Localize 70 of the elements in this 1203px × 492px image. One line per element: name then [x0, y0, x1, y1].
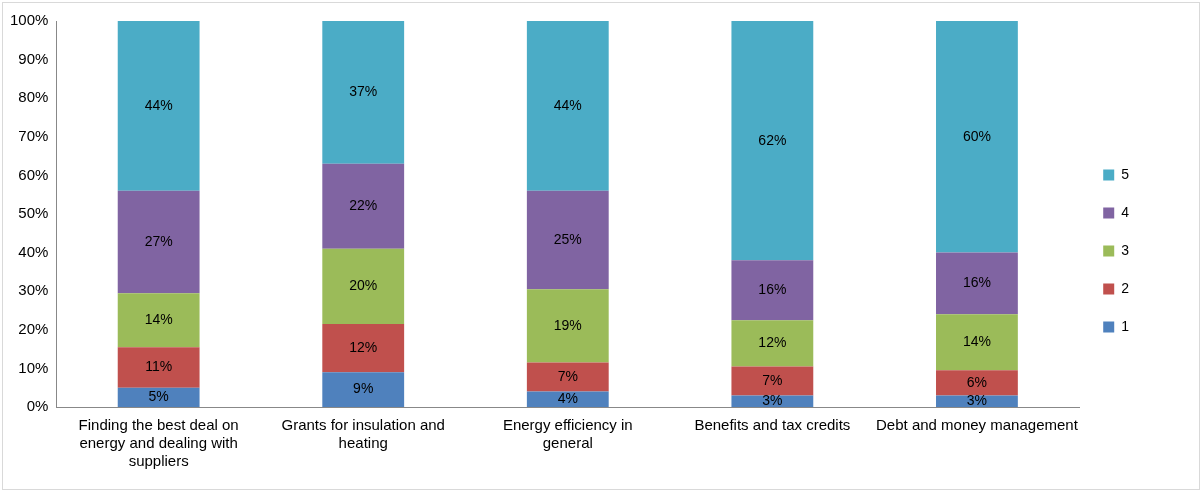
data-label: 12%: [349, 338, 378, 355]
data-label: 16%: [962, 274, 991, 291]
y-tick-label: 60%: [18, 165, 49, 183]
y-tick-label: 30%: [18, 281, 49, 299]
data-label: 14%: [144, 311, 173, 328]
legend-label: 2: [1121, 279, 1130, 296]
bar: [322, 163, 405, 249]
data-label: 14%: [962, 333, 991, 350]
bar: [731, 21, 814, 261]
x-tick-label: Finding the best deal on energy and dealing with suppliers: [78, 416, 239, 470]
bar: [322, 372, 405, 407]
y-tick-label: 50%: [18, 204, 49, 222]
x-tick-label: Debt and money management: [876, 416, 1079, 434]
bar: [117, 387, 200, 407]
bar: [731, 260, 814, 321]
bar: [731, 395, 814, 407]
bar: [526, 289, 609, 363]
bar: [526, 362, 609, 392]
y-tick-label: 0%: [26, 397, 49, 415]
data-label: 3%: [966, 392, 988, 409]
bar: [117, 293, 200, 348]
bar: [526, 21, 609, 191]
bar: [322, 324, 405, 373]
legend-label: 1: [1121, 317, 1130, 334]
data-label: 37%: [349, 83, 378, 100]
data-label: 19%: [553, 316, 582, 333]
bar: [936, 370, 1018, 396]
data-label: 7%: [762, 371, 783, 388]
bar: [322, 248, 405, 325]
bar: [936, 395, 1018, 407]
y-tick-label: 20%: [18, 319, 49, 337]
legend-label: 3: [1121, 241, 1130, 258]
x-tick-label: Benefits and tax credits: [694, 416, 851, 434]
data-label: 16%: [758, 281, 787, 298]
legend-label: 4: [1121, 203, 1130, 220]
bar: [936, 314, 1018, 371]
y-tick-label: 70%: [18, 126, 49, 144]
bar: [731, 320, 814, 367]
y-tick-label: 10%: [18, 358, 49, 376]
bar: [117, 190, 200, 294]
data-label: 11%: [145, 358, 173, 375]
data-label: 7%: [557, 367, 578, 384]
data-label: 44%: [144, 96, 173, 113]
bar: [322, 21, 405, 164]
bar: [936, 252, 1018, 315]
y-tick-label: 40%: [18, 242, 49, 260]
legend-label: 5: [1121, 165, 1130, 182]
data-label: 6%: [966, 373, 988, 390]
bar: [117, 21, 200, 191]
data-label: 22%: [349, 197, 378, 214]
data-label: 12%: [758, 334, 787, 351]
y-tick-label: 100%: [9, 11, 49, 29]
y-tick-label: 90%: [18, 49, 49, 67]
data-label: 44%: [553, 96, 582, 113]
bar: [526, 190, 609, 290]
data-label: 25%: [553, 230, 582, 247]
y-tick-label: 80%: [18, 88, 49, 106]
bar: [117, 347, 200, 388]
data-label: 5%: [148, 388, 169, 405]
x-tick-label: Energy efficiency in general: [502, 416, 633, 452]
data-label: 3%: [762, 392, 783, 409]
data-label: 9%: [353, 380, 374, 397]
data-label: 60%: [962, 127, 991, 144]
x-tick-label: Grants for insulation and heating: [281, 416, 445, 452]
data-label: 27%: [144, 232, 173, 249]
bar: [936, 21, 1018, 253]
data-label: 4%: [557, 390, 578, 407]
bar: [731, 366, 814, 396]
data-label: 20%: [349, 277, 378, 294]
data-label: 62%: [758, 131, 787, 148]
